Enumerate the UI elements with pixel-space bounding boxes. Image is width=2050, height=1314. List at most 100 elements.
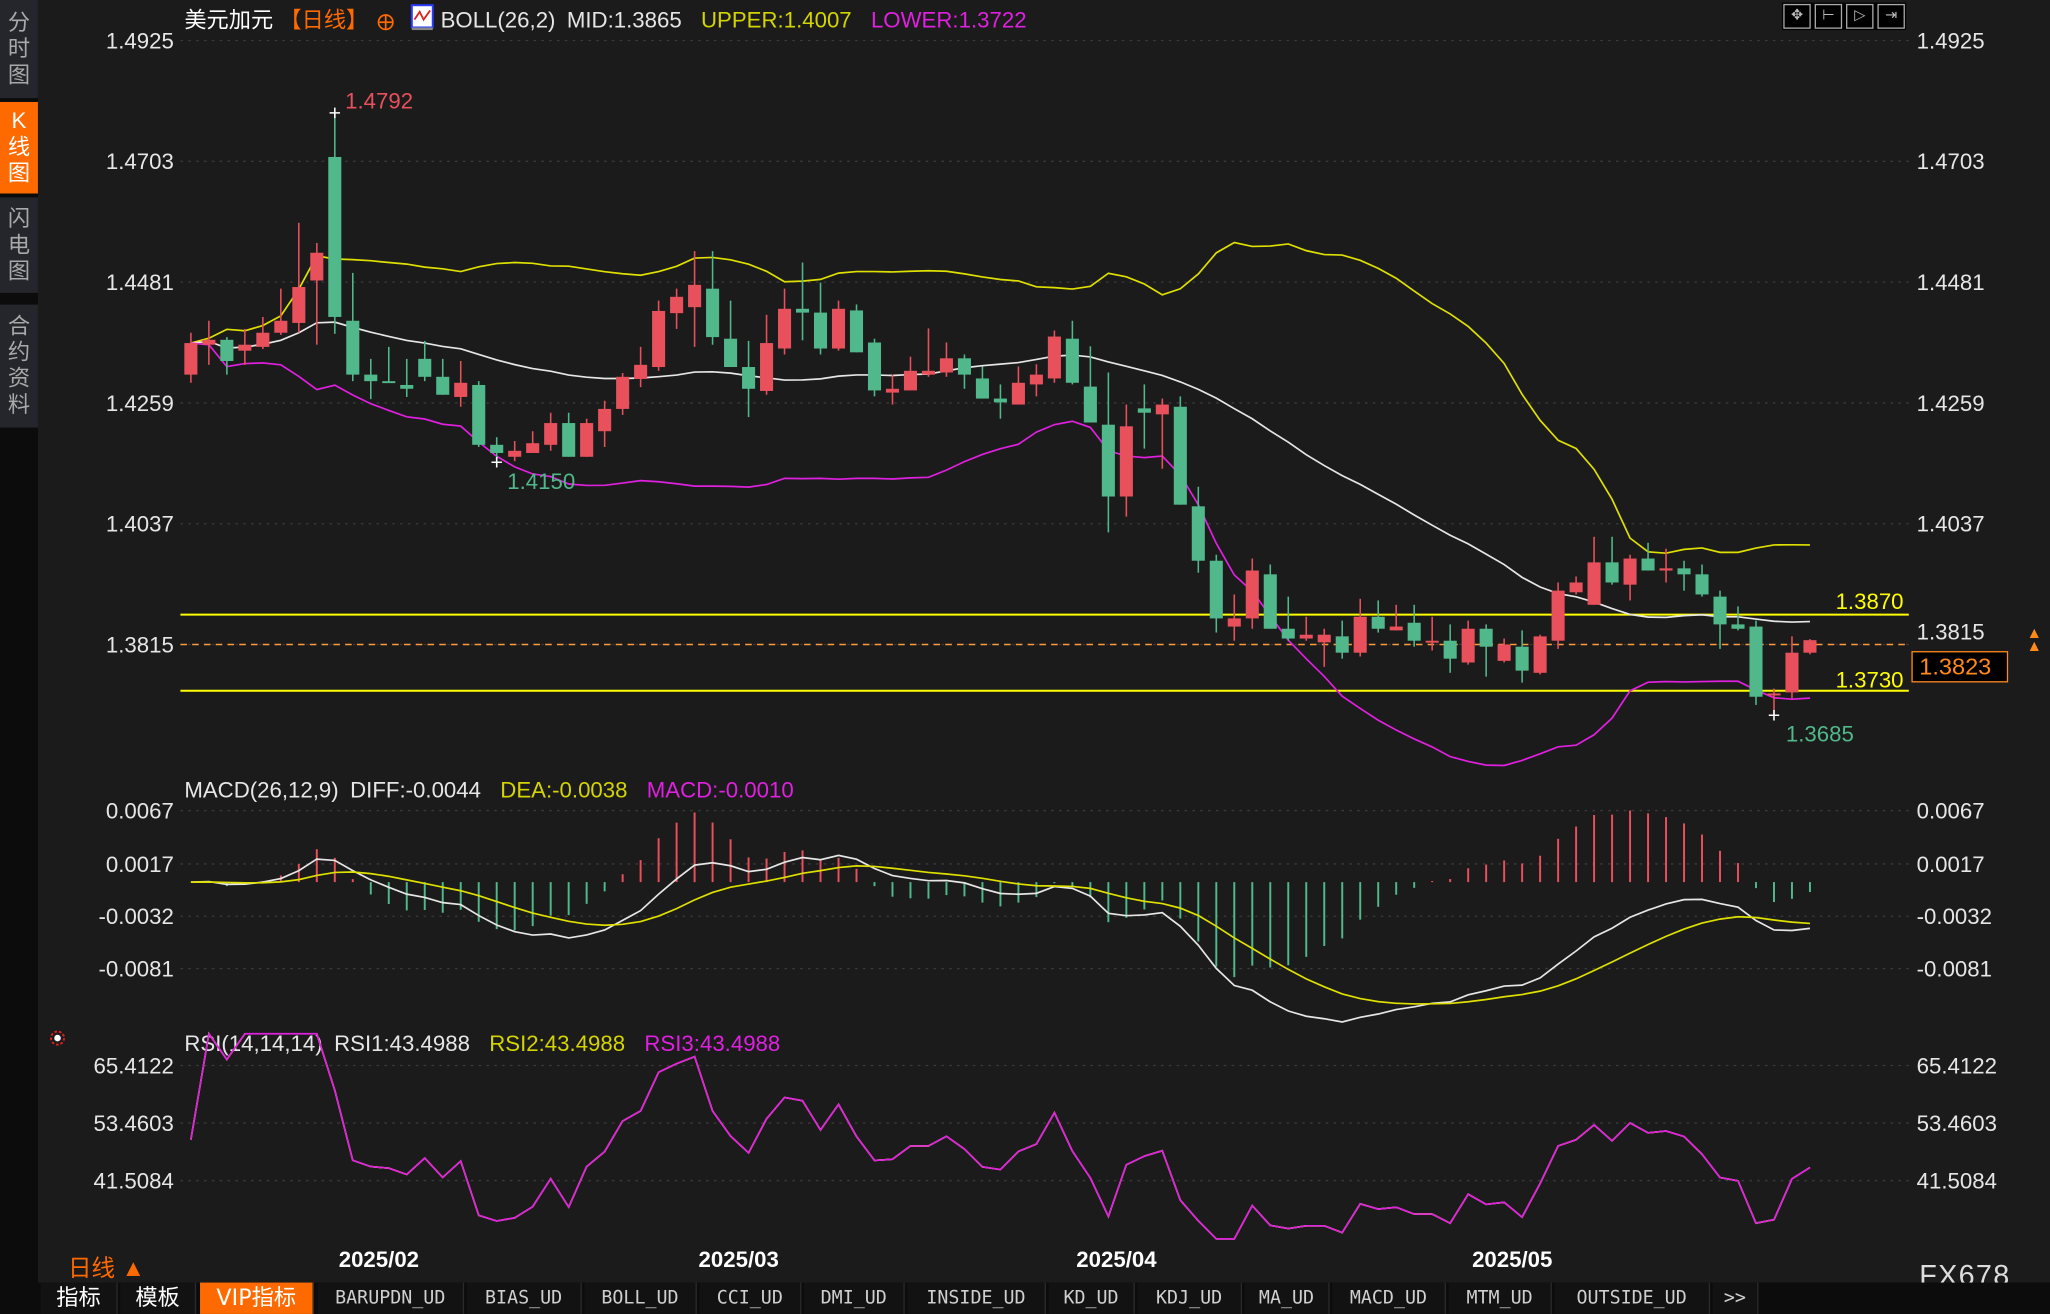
sidebar-item-kline[interactable]: K线图 bbox=[0, 101, 38, 194]
sidebar-item-label: 合约资料 bbox=[7, 313, 31, 418]
triangle-up-icon: ▲ bbox=[121, 1255, 145, 1282]
candle bbox=[328, 112, 342, 334]
record-icon[interactable] bbox=[50, 1030, 66, 1046]
tab-bias-ud[interactable]: BIAS_UD bbox=[466, 1282, 582, 1314]
candle-body bbox=[903, 370, 918, 391]
settings-icon[interactable] bbox=[377, 14, 394, 31]
crosshair-icon[interactable]: ✥ bbox=[1783, 3, 1811, 29]
candle bbox=[724, 300, 738, 368]
candle bbox=[1749, 620, 1763, 705]
candle-body bbox=[921, 370, 936, 375]
date-label: 2025/05 bbox=[1472, 1247, 1552, 1272]
macd-diff-line bbox=[190, 854, 1811, 1023]
scroll-up-icon[interactable]: ▲ ▲ bbox=[2026, 623, 2043, 656]
candle bbox=[1083, 346, 1097, 423]
indicator-chart-icon[interactable] bbox=[410, 4, 434, 31]
candle bbox=[975, 366, 989, 399]
rsi-axis-label-left: 41.5084 bbox=[94, 1168, 174, 1193]
rsi1-line bbox=[190, 1031, 1811, 1240]
candle bbox=[706, 251, 720, 345]
candle bbox=[742, 340, 756, 418]
candle-body bbox=[993, 398, 1007, 403]
chart-toolbar: ✥ ⊢ ▷ ⇥ bbox=[1781, 2, 1907, 31]
candle bbox=[760, 314, 774, 395]
sidebar-item-contract-info[interactable]: 合约资料 bbox=[0, 304, 38, 428]
tab-templates[interactable]: 模板 bbox=[120, 1282, 197, 1314]
candle-body bbox=[1317, 634, 1331, 643]
sidebar-item-flash[interactable]: 闪电图 bbox=[0, 197, 38, 293]
tab-vip-indicators[interactable]: VIP指标 bbox=[200, 1282, 314, 1314]
price-axis-label-left: 1.4259 bbox=[106, 391, 174, 416]
tab-outside-ud[interactable]: OUTSIDE_UD bbox=[1554, 1282, 1711, 1314]
candle bbox=[418, 340, 432, 382]
candle-body bbox=[490, 444, 504, 453]
rsi2-line bbox=[190, 1031, 1811, 1240]
sidebar: 分时图 K线图 闪电图 合约资料 bbox=[0, 0, 38, 1314]
candle bbox=[1335, 620, 1349, 659]
period-selector[interactable]: 日线 ▲ bbox=[68, 1250, 145, 1284]
sidebar-item-timeshare[interactable]: 分时图 bbox=[0, 0, 38, 99]
tab-kdj-ud[interactable]: KDJ_UD bbox=[1137, 1282, 1243, 1314]
candle-body bbox=[436, 376, 450, 395]
tab-mtm-ud[interactable]: MTM_UD bbox=[1448, 1282, 1552, 1314]
tab-barupdn-ud[interactable]: BARUPDN_UD bbox=[317, 1282, 465, 1314]
candle-body bbox=[1803, 640, 1817, 653]
scroll-right-icon[interactable]: ⇥ bbox=[1877, 3, 1905, 29]
tab-kd-ud[interactable]: KD_UD bbox=[1048, 1282, 1135, 1314]
high-price-label: 1.4792 bbox=[345, 89, 413, 114]
rsi-axis-label-right: 53.4603 bbox=[1917, 1111, 1997, 1136]
candle-body bbox=[1533, 636, 1547, 673]
candle bbox=[1659, 548, 1673, 583]
candle-body bbox=[598, 408, 612, 432]
candle-body bbox=[813, 312, 828, 349]
candle bbox=[1515, 630, 1529, 683]
candle bbox=[472, 381, 486, 448]
tab-dmi-ud[interactable]: DMI_UD bbox=[804, 1282, 905, 1314]
candle bbox=[1407, 604, 1421, 647]
candle bbox=[1443, 624, 1457, 673]
candle-body bbox=[1065, 338, 1079, 383]
boll-lower-line bbox=[190, 342, 1811, 767]
candle bbox=[1587, 536, 1601, 605]
tab-ma-ud[interactable]: MA_UD bbox=[1244, 1282, 1330, 1314]
candle bbox=[1191, 486, 1205, 573]
sidebar-item-label: 闪电图 bbox=[7, 205, 31, 284]
tab-boll-ud[interactable]: BOLL_UD bbox=[584, 1282, 697, 1314]
axis-labels: 1.4925 1.4925 1.4703 1.4703 1.4481 1.4481 1.42… bbox=[94, 28, 1997, 1193]
candle-body bbox=[1551, 590, 1565, 641]
candle-body bbox=[1191, 506, 1205, 561]
more-tabs-button[interactable]: >> bbox=[1712, 1282, 1759, 1314]
date-label: 2025/02 bbox=[339, 1247, 419, 1272]
candle-body bbox=[508, 450, 522, 457]
rsi3-line bbox=[190, 1031, 1811, 1240]
candle bbox=[382, 346, 396, 384]
candle-body bbox=[1623, 558, 1637, 585]
candle-body bbox=[1173, 406, 1187, 505]
boll-upper: UPPER:1.4007 bbox=[701, 7, 852, 32]
candle bbox=[580, 418, 594, 457]
candle-body bbox=[1659, 568, 1673, 571]
candle-body bbox=[831, 308, 846, 349]
candle bbox=[778, 288, 792, 355]
candle-body bbox=[238, 344, 252, 351]
tab-macd-ud[interactable]: MACD_UD bbox=[1332, 1282, 1446, 1314]
price-axis-label-right: 1.4925 bbox=[1917, 28, 1985, 53]
candle-body bbox=[1605, 562, 1619, 583]
candle bbox=[652, 300, 666, 371]
candle bbox=[1317, 628, 1331, 667]
zoom-start-icon[interactable]: ⊢ bbox=[1814, 3, 1843, 29]
zoom-end-icon[interactable]: ▷ bbox=[1846, 3, 1874, 29]
tab-cci-ud[interactable]: CCI_UD bbox=[699, 1282, 802, 1314]
candle bbox=[1713, 590, 1727, 649]
current-price-label: 1.3823 bbox=[1911, 651, 2009, 683]
candle bbox=[1155, 398, 1169, 469]
candle bbox=[400, 358, 414, 397]
rsi-axis-label-left: 53.4603 bbox=[94, 1111, 174, 1136]
tab-indicators[interactable]: 指标 bbox=[40, 1282, 118, 1314]
macd-name: MACD(26,12,9) bbox=[184, 778, 338, 803]
candle bbox=[1173, 396, 1187, 505]
tab-inside-ud[interactable]: INSIDE_UD bbox=[907, 1282, 1046, 1314]
candle bbox=[921, 328, 936, 377]
